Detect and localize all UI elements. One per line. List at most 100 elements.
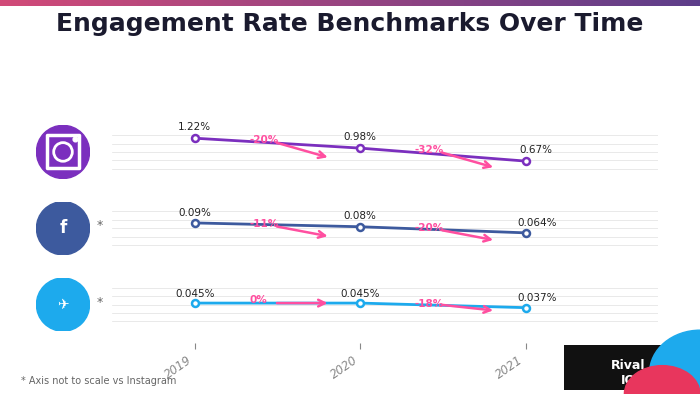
Bar (696, 0, 700, 6)
Bar (394, 0, 398, 6)
Bar (363, 0, 366, 6)
Bar (78, 0, 81, 6)
Bar (485, 0, 489, 6)
Bar (510, 0, 514, 6)
Text: 0.08%: 0.08% (344, 212, 377, 221)
Text: *: * (97, 296, 103, 309)
Text: 0.67%: 0.67% (519, 145, 552, 155)
Bar (500, 0, 503, 6)
Bar (412, 0, 415, 6)
Bar (496, 0, 500, 6)
Bar (401, 0, 405, 6)
Bar (106, 0, 109, 6)
Bar (615, 0, 619, 6)
Bar (517, 0, 521, 6)
Bar (183, 0, 186, 6)
Bar (457, 0, 461, 6)
Text: f: f (60, 219, 66, 237)
Bar (566, 0, 570, 6)
Bar (246, 0, 250, 6)
Bar (155, 0, 158, 6)
Bar (85, 0, 88, 6)
Circle shape (36, 278, 90, 331)
Bar (493, 0, 496, 6)
Bar (373, 0, 377, 6)
Bar (123, 0, 127, 6)
Bar (204, 0, 207, 6)
Bar (447, 0, 450, 6)
Bar (215, 0, 218, 6)
Bar (52, 0, 56, 6)
Bar (651, 0, 654, 6)
Bar (454, 0, 457, 6)
Bar (253, 0, 257, 6)
Bar (436, 0, 440, 6)
Bar (320, 0, 323, 6)
Bar (186, 0, 190, 6)
Bar (7, 0, 10, 6)
Bar (243, 0, 246, 6)
Bar (327, 0, 330, 6)
Bar (295, 0, 299, 6)
Bar (257, 0, 260, 6)
Bar (239, 0, 243, 6)
Bar (109, 0, 113, 6)
Bar (134, 0, 137, 6)
Bar (556, 0, 559, 6)
Bar (443, 0, 447, 6)
Bar (225, 0, 229, 6)
Bar (426, 0, 429, 6)
Bar (42, 0, 46, 6)
Bar (686, 0, 690, 6)
Text: 0.064%: 0.064% (517, 217, 557, 227)
Bar (352, 0, 356, 6)
Bar (102, 0, 106, 6)
Text: Rival: Rival (611, 359, 645, 372)
Bar (278, 0, 281, 6)
Bar (535, 0, 538, 6)
Bar (264, 0, 267, 6)
Text: -20%: -20% (415, 223, 444, 233)
Bar (359, 0, 363, 6)
Bar (668, 0, 672, 6)
Text: -18%: -18% (415, 299, 444, 309)
Text: -32%: -32% (415, 145, 444, 155)
Bar (587, 0, 591, 6)
Text: -20%: -20% (249, 136, 279, 145)
Bar (514, 0, 517, 6)
Bar (88, 0, 92, 6)
Bar (507, 0, 510, 6)
Bar (200, 0, 204, 6)
Bar (570, 0, 573, 6)
Bar (46, 136, 80, 168)
Bar (32, 0, 35, 6)
Bar (601, 0, 605, 6)
Bar (95, 0, 99, 6)
Bar (288, 0, 292, 6)
Bar (676, 0, 679, 6)
Bar (384, 0, 387, 6)
Bar (151, 0, 155, 6)
Bar (422, 0, 426, 6)
Bar (471, 0, 475, 6)
Bar (158, 0, 162, 6)
Bar (63, 0, 66, 6)
Bar (316, 0, 320, 6)
Text: IQ: IQ (621, 374, 636, 387)
Bar (21, 0, 25, 6)
Bar (211, 0, 215, 6)
Bar (440, 0, 443, 6)
Bar (148, 0, 151, 6)
Bar (549, 0, 552, 6)
Bar (292, 0, 295, 6)
Bar (38, 0, 42, 6)
Bar (60, 0, 63, 6)
Bar (387, 0, 391, 6)
Text: -11%: -11% (249, 219, 279, 229)
Bar (260, 0, 264, 6)
Bar (162, 0, 165, 6)
Bar (573, 0, 577, 6)
Bar (682, 0, 686, 6)
Bar (274, 0, 278, 6)
Bar (35, 0, 38, 6)
